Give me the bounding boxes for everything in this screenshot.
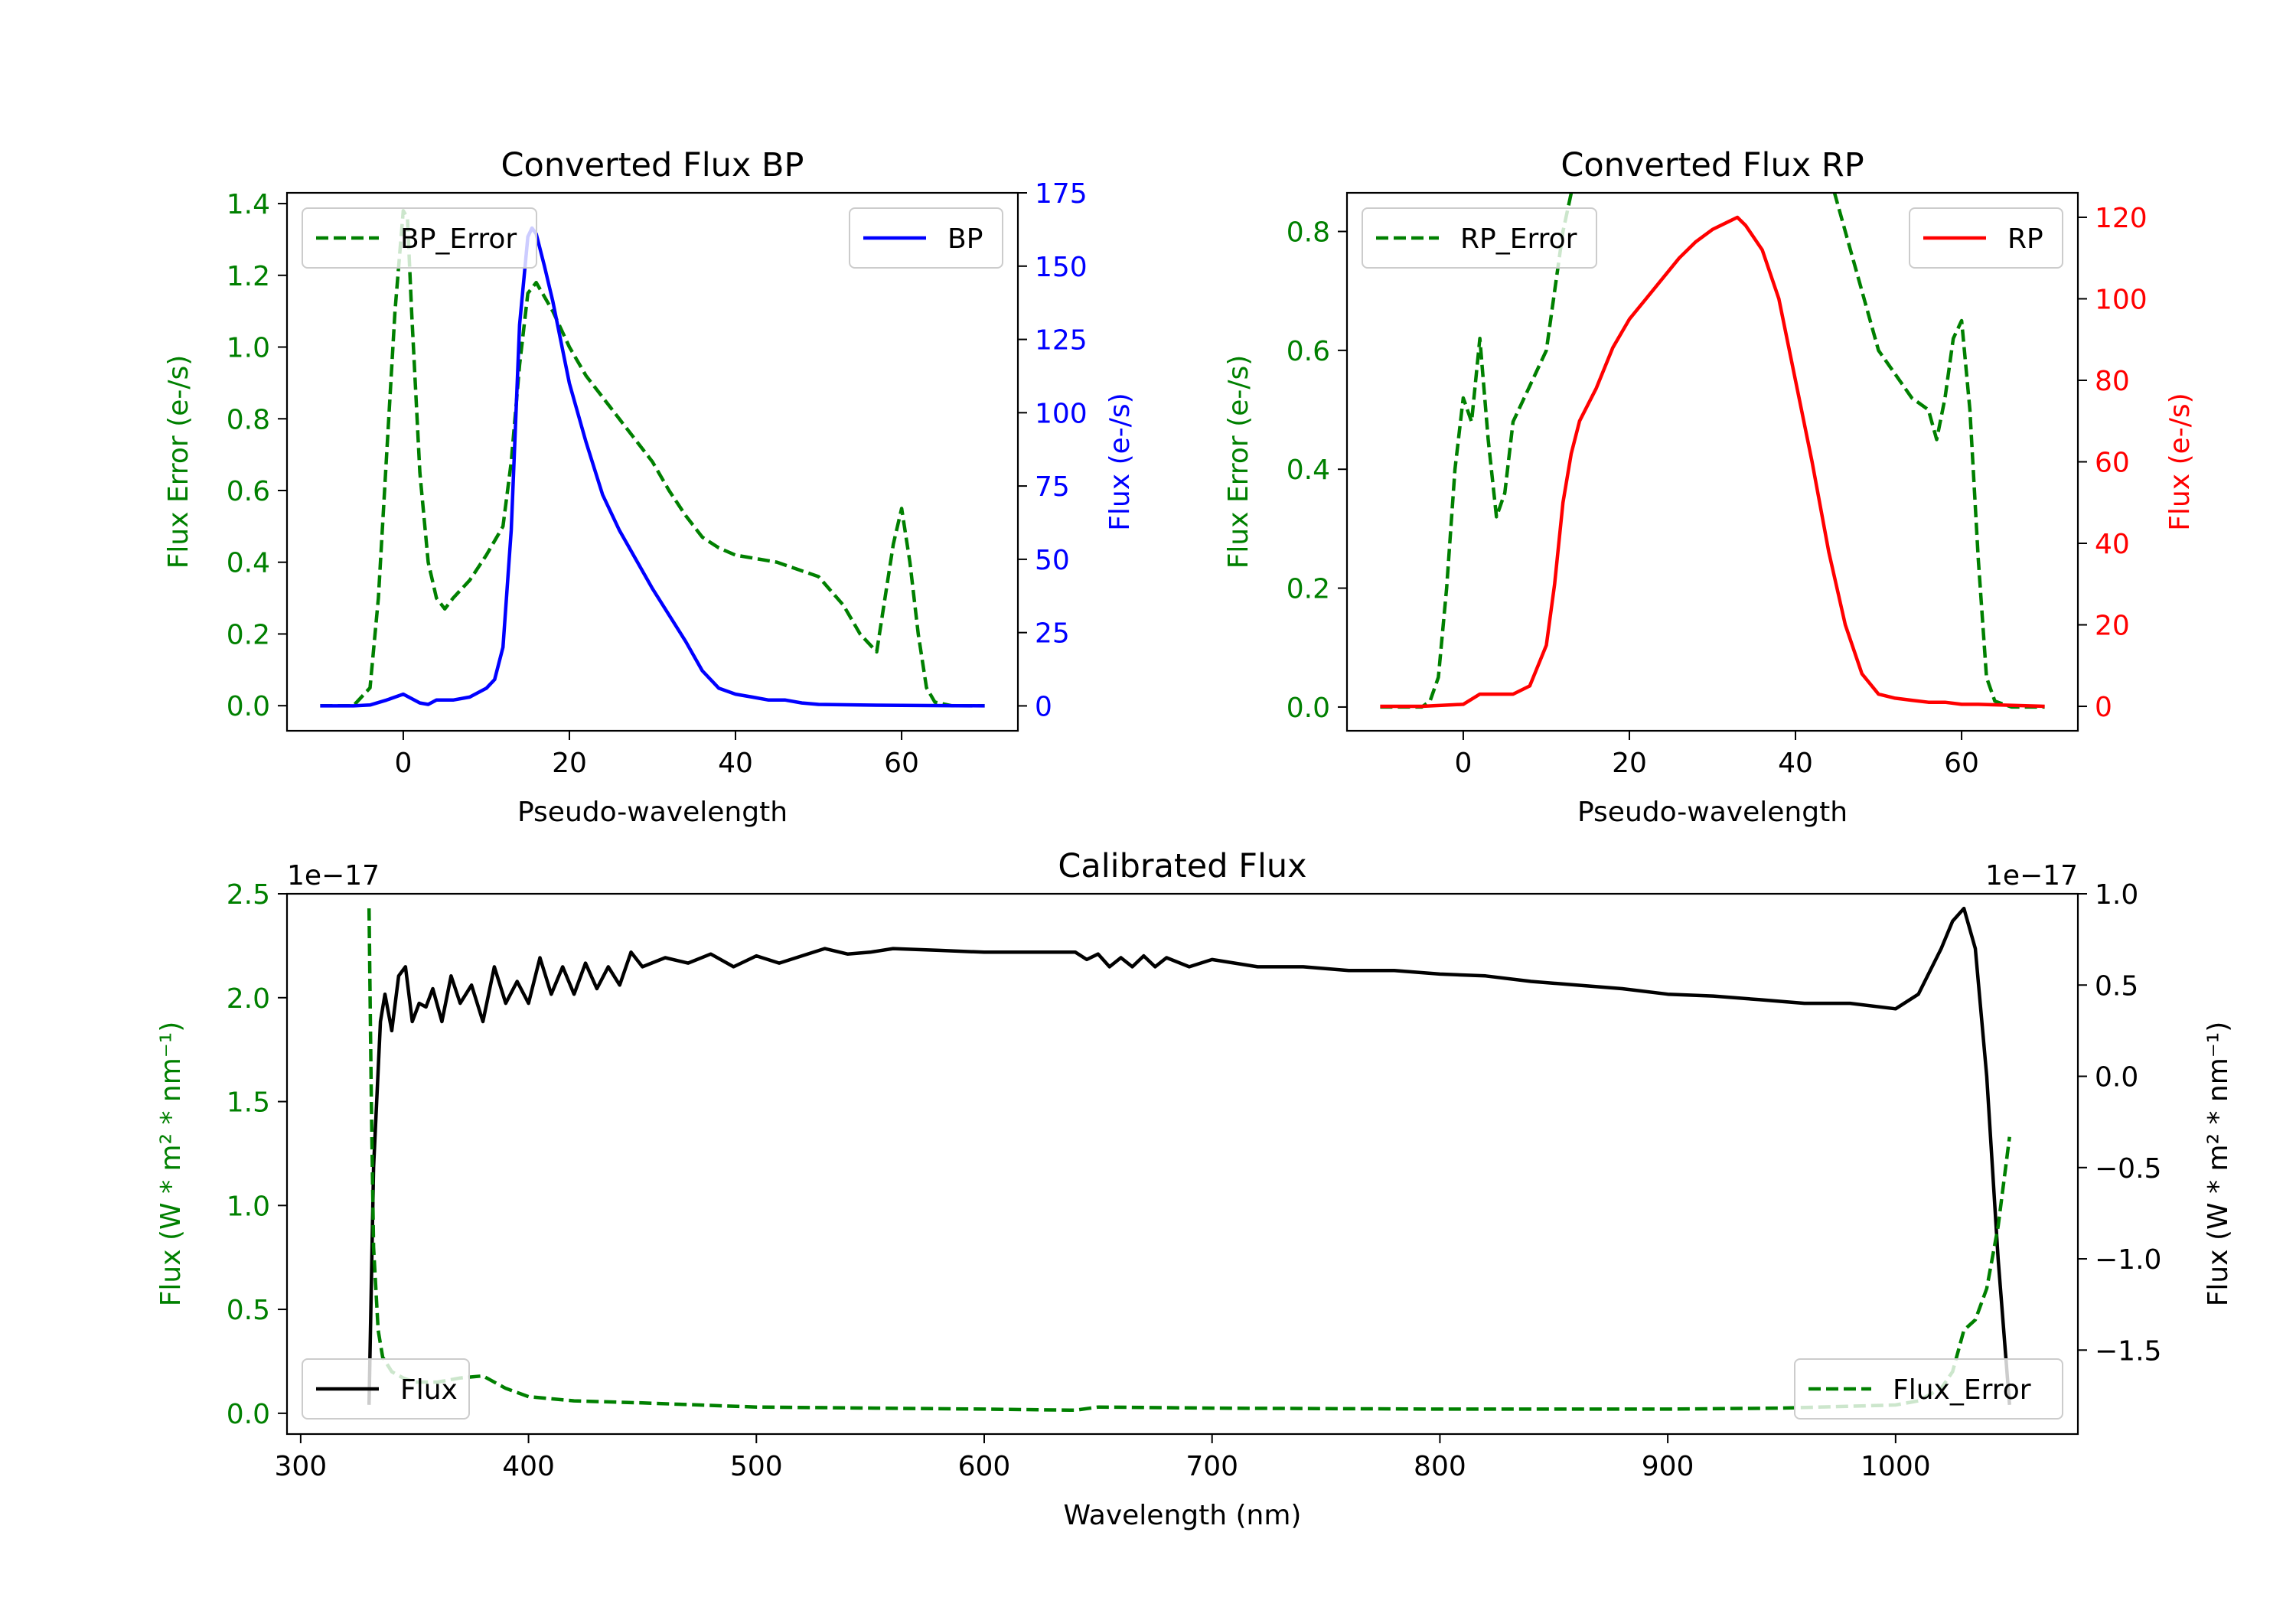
- left-axis-offset-label: 1e−17: [287, 860, 380, 892]
- right-y-tick-label: 1.0: [2095, 879, 2138, 911]
- legend-label: RP: [2007, 223, 2043, 255]
- right-y-axis-label: Flux (W * m² * nm⁻¹): [2203, 1022, 2234, 1307]
- legend-label: RP_Error: [1460, 223, 1577, 255]
- panel-calibrated-flux: 300 400 500 600 700 800 900 1000 0.0 0.5 1.0 1.5 2.0…: [155, 847, 2234, 1531]
- x-axis-label: Pseudo-wavelength: [517, 797, 788, 828]
- series-line-flux: [367, 906, 2011, 1405]
- x-tick-label: 0: [1454, 748, 1472, 779]
- series-line-rp: [1380, 215, 2045, 709]
- panel-converted-flux-rp: 0 20 40 60 0.0 0.2 0.4 0.6 0.8 0 20 40 60 80 100 120 Con…: [1223, 146, 2196, 828]
- legend-rp: RP: [1909, 207, 2063, 269]
- right-y-axis-label: Flux (e-/s): [2164, 393, 2196, 530]
- right-y-tick-label: 50: [1035, 545, 1070, 576]
- legend-rp-error: RP_Error: [1362, 207, 1597, 269]
- x-tick-label: 900: [1642, 1451, 1694, 1482]
- left-y-tick-label: 1.4: [227, 189, 270, 220]
- chart-title: Converted Flux BP: [501, 146, 804, 184]
- left-y-tick-label: 1.0: [227, 333, 270, 364]
- axes-frame: [285, 191, 1019, 732]
- plot-area: [1380, 193, 2045, 709]
- left-y-tick-label: 0.0: [1287, 693, 1330, 724]
- x-tick-label: 500: [730, 1451, 783, 1482]
- x-tick-label: 20: [552, 748, 587, 779]
- legend-label: Flux_Error: [1893, 1374, 2031, 1406]
- chart-title: Calibrated Flux: [1058, 847, 1306, 885]
- right-y-tick-label: 175: [1035, 178, 1088, 210]
- right-y-axis-label: Flux (e-/s): [1104, 393, 1136, 530]
- right-y-tick-label: 0.0: [2095, 1062, 2138, 1094]
- right-y-tick-label: 125: [1035, 325, 1088, 357]
- series-line-rp-error: [1380, 193, 2045, 709]
- left-y-tick-label: 0.6: [227, 476, 270, 507]
- legend-flux: Flux: [302, 1358, 470, 1420]
- left-y-tick-label: 0.2: [227, 619, 270, 650]
- left-y-tick-label: 0.5: [227, 1295, 270, 1326]
- left-y-axis-label: Flux (W * m² * nm⁻¹): [155, 1022, 187, 1307]
- legend-label: Flux: [400, 1374, 458, 1406]
- legend-label: BP_Error: [400, 223, 517, 255]
- right-y-tick-label: 0.5: [2095, 970, 2138, 1002]
- right-y-tick-label: −1.5: [2095, 1335, 2161, 1367]
- x-tick-label: 700: [1186, 1451, 1238, 1482]
- right-y-tick-label: 75: [1035, 471, 1070, 503]
- left-y-tick-label: 1.2: [227, 261, 270, 292]
- right-y-tick-label: 100: [2095, 284, 2148, 315]
- left-y-axis-label: Flux Error (e-/s): [163, 355, 194, 569]
- right-y-tick-label: 80: [2095, 366, 2130, 397]
- x-tick-label: 0: [394, 748, 412, 779]
- left-y-tick-label: 0.4: [227, 548, 270, 579]
- right-y-tick-label: 20: [2095, 611, 2130, 642]
- right-y-tick-label: 0: [1035, 691, 1052, 722]
- x-tick-label: 300: [275, 1451, 328, 1482]
- left-y-tick-label: 0.6: [1287, 336, 1330, 367]
- left-y-tick-label: 0.8: [227, 404, 270, 435]
- left-y-tick-label: 0.0: [227, 691, 270, 722]
- axes-frame: [285, 892, 2079, 1436]
- right-y-tick-label: 100: [1035, 398, 1088, 429]
- x-tick-label: 20: [1612, 748, 1647, 779]
- right-y-tick-label: 0: [2095, 692, 2112, 723]
- right-y-tick-label: −0.5: [2095, 1153, 2161, 1185]
- left-y-tick-label: 0.2: [1287, 574, 1330, 605]
- x-tick-label: 400: [502, 1451, 555, 1482]
- x-axis-label: Wavelength (nm): [1064, 1500, 1302, 1531]
- legend-label: BP: [947, 223, 983, 255]
- left-y-tick-label: 0.4: [1287, 455, 1330, 486]
- right-y-tick-label: −1.0: [2095, 1244, 2161, 1276]
- left-y-tick-label: 1.5: [227, 1087, 270, 1119]
- left-y-tick-label: 0.8: [1287, 217, 1330, 248]
- left-y-tick-label: 0.0: [227, 1399, 270, 1430]
- x-tick-label: 60: [884, 748, 919, 779]
- right-y-tick-label: 60: [2095, 448, 2130, 479]
- series-line-bp: [320, 226, 985, 708]
- x-tick-label: 60: [1944, 748, 1979, 779]
- legend-flux-error: Flux_Error: [1794, 1358, 2063, 1420]
- legend-bp: BP: [849, 207, 1003, 269]
- legend-bp-error: BP_Error: [302, 207, 537, 269]
- x-tick-label: 1000: [1861, 1451, 1931, 1482]
- x-tick-label: 40: [1778, 748, 1813, 779]
- right-axis-offset-label: 1e−17: [1985, 860, 2078, 892]
- x-axis-label: Pseudo-wavelength: [1577, 797, 1848, 828]
- x-tick-label: 40: [718, 748, 753, 779]
- right-y-tick-label: 25: [1035, 618, 1070, 650]
- left-y-axis-label: Flux Error (e-/s): [1223, 355, 1254, 569]
- right-y-tick-label: 150: [1035, 252, 1088, 283]
- x-tick-label: 800: [1414, 1451, 1466, 1482]
- chart-title: Converted Flux RP: [1561, 146, 1864, 184]
- x-tick-label: 600: [958, 1451, 1011, 1482]
- right-y-tick-label: 120: [2095, 203, 2148, 234]
- right-y-tick-label: 40: [2095, 529, 2130, 560]
- left-y-tick-label: 1.0: [227, 1191, 270, 1222]
- panel-converted-flux-bp: 0 20 40 60 0.0 0.2 0.4 0.6 0.8 1.0 1.2 1.4 0 25 50 75 10…: [163, 146, 1136, 828]
- left-y-tick-label: 2.0: [227, 983, 270, 1015]
- left-y-tick-label: 2.5: [227, 879, 270, 911]
